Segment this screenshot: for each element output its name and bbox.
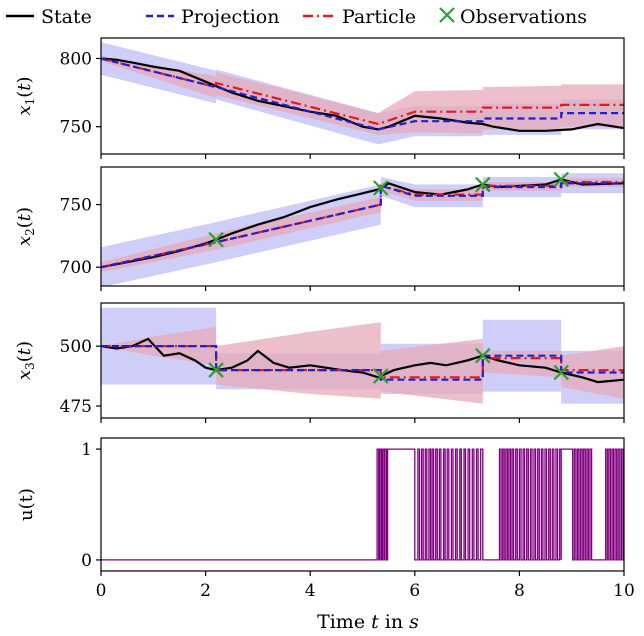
x-tick: 6 xyxy=(409,571,420,601)
y-tick-label: 750 xyxy=(60,196,92,216)
plot-area-4 xyxy=(101,448,624,561)
y-tick-label: 475 xyxy=(60,397,92,417)
panel-4: 010 2 4 6 8 10u(t) xyxy=(16,437,635,601)
y-tick: 700 xyxy=(60,258,101,278)
x-tick: 10 xyxy=(613,571,635,601)
observation-marker xyxy=(553,364,570,381)
x-tick-label: 6 xyxy=(409,581,420,601)
observation-x-icon xyxy=(439,7,455,23)
y-tick: 750 xyxy=(60,196,101,216)
legend-item-state: State xyxy=(6,6,92,28)
projection-line xyxy=(101,345,624,381)
y-tick: 0 xyxy=(81,551,101,571)
y-axis-title: u(t) xyxy=(16,488,37,521)
projection-line xyxy=(101,182,624,269)
panel-frame xyxy=(100,166,625,287)
particle-uncertainty-band xyxy=(101,322,624,404)
y-tick: 500 xyxy=(60,337,101,357)
x-tick: 0 xyxy=(96,571,107,601)
y-tick-label: 0 xyxy=(81,551,92,571)
x-tick: 4 xyxy=(305,571,316,601)
observation-marker xyxy=(373,180,389,196)
plot-area-1 xyxy=(101,42,624,145)
x-tick-label: 4 xyxy=(305,581,316,601)
x-tick: 8 xyxy=(514,571,525,601)
legend-label-observations: Observations xyxy=(460,6,587,28)
svg-text:Time t in s: Time t in s xyxy=(317,611,419,633)
panel-2: 700 750 x2(t) xyxy=(14,166,625,291)
panel-frame xyxy=(100,302,625,419)
y-tick-label: 750 xyxy=(60,118,92,138)
y-axis-title: x1(t) xyxy=(14,76,37,115)
x-tick-label: 8 xyxy=(514,581,525,601)
panel-3: 475 500 x3(t) xyxy=(14,302,625,423)
legend-item-particle: Particle xyxy=(303,6,416,28)
x-axis-title-word: t xyxy=(365,611,379,633)
y-tick: 750 xyxy=(60,118,101,138)
y-tick: 1 xyxy=(81,440,101,460)
particle-uncertainty-band xyxy=(101,55,624,135)
x-tick-label: 2 xyxy=(200,581,211,601)
x-tick-label: 10 xyxy=(613,581,635,601)
legend-label-particle: Particle xyxy=(342,6,416,28)
observation-marker xyxy=(373,368,389,384)
y-tick-label: 700 xyxy=(60,258,92,278)
legend-label-state: State xyxy=(41,6,92,28)
observation-marker xyxy=(475,347,491,364)
plot-area-3 xyxy=(101,307,624,404)
observation-marker xyxy=(475,176,491,193)
legend-item-observations: Observations xyxy=(439,6,587,28)
legend: State Projection Particle Observations xyxy=(6,6,587,28)
y-tick: 475 xyxy=(60,397,101,417)
y-axis-title: x3(t) xyxy=(14,341,37,380)
x-axis-title-word: Time xyxy=(317,611,365,633)
state-line xyxy=(101,337,624,384)
x-axis-title-word: s xyxy=(403,611,419,633)
x-tick: 2 xyxy=(200,571,211,601)
projection-line xyxy=(101,57,624,131)
y-tick-label: 500 xyxy=(60,337,92,357)
panel-frame xyxy=(100,437,625,572)
observation-marker xyxy=(208,231,224,248)
y-tick-label: 800 xyxy=(60,49,92,69)
x-axis-title: Time t in s xyxy=(317,611,419,633)
x-tick-label: 0 xyxy=(96,581,107,601)
y-tick: 800 xyxy=(60,49,101,69)
y-tick-label: 1 xyxy=(81,440,92,460)
projection-uncertainty-band xyxy=(101,173,624,286)
panel-1: 750 800 x1(t) xyxy=(14,37,625,159)
particle-line xyxy=(101,57,624,126)
legend-label-projection: Projection xyxy=(181,6,279,28)
x-axis-title-text: Time t in s xyxy=(317,611,419,633)
legend-item-projection: Projection xyxy=(146,6,279,28)
y-axis-title: x2(t) xyxy=(14,207,37,246)
observation-marker xyxy=(208,362,224,378)
panel-frame xyxy=(100,37,625,155)
x-axis-title-word: in xyxy=(379,611,403,633)
control-signal-line xyxy=(101,448,624,561)
plot-area-2 xyxy=(101,171,624,286)
observation-marker xyxy=(553,171,570,188)
